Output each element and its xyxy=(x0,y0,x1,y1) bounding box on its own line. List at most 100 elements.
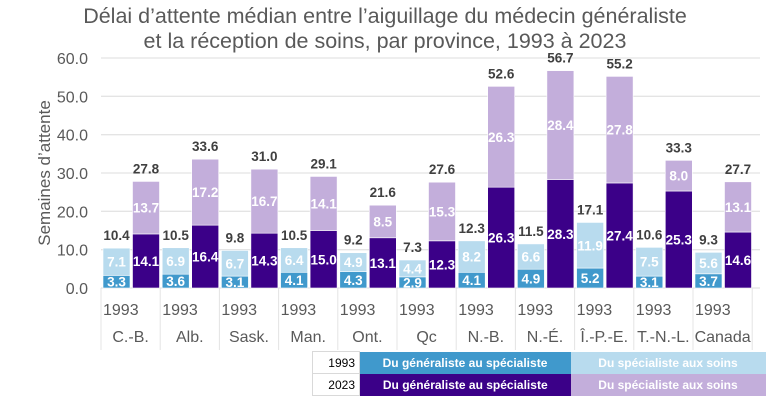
total-label: 33.3 xyxy=(666,140,693,155)
bar-2023-specialist-to-care xyxy=(309,176,338,231)
total-label: 21.6 xyxy=(370,185,397,200)
x-subcategory-label: 1993 xyxy=(458,302,494,319)
bar-2023-gp-to-specialist xyxy=(250,232,279,289)
total-label: 10.5 xyxy=(163,228,190,243)
x-subcategory-label: 1993 xyxy=(577,302,613,319)
total-label: 9.8 xyxy=(226,230,245,245)
total-label: 10.5 xyxy=(281,228,308,243)
x-category-label: Î.-P.-E. xyxy=(579,327,628,346)
bar-2023-gp-to-specialist xyxy=(605,182,634,289)
x-subcategory-label: 1993 xyxy=(162,302,198,319)
data-label: 3.1 xyxy=(640,275,659,290)
data-label: 5.6 xyxy=(699,256,718,271)
x-subcategory-label: 1993 xyxy=(221,302,257,319)
total-label: 29.1 xyxy=(310,156,337,171)
bar-2023-specialist-to-care xyxy=(191,158,219,226)
y-tick-label: 20.0 xyxy=(57,204,88,221)
data-label: 13.7 xyxy=(133,201,159,216)
chart-title-line-2: et la réception de soins, par province, … xyxy=(143,29,627,53)
x-subcategory-label: 1993 xyxy=(517,302,553,319)
bar-2023-gp-to-specialist xyxy=(191,224,219,289)
data-label: 2.9 xyxy=(403,275,422,290)
x-subcategory-label: 1993 xyxy=(636,302,672,319)
x-category-label: Sask. xyxy=(229,329,269,346)
data-label: 12.3 xyxy=(429,257,456,272)
total-label: 31.0 xyxy=(251,149,277,164)
bar-1993-specialist-to-care xyxy=(694,252,723,275)
data-label: 16.4 xyxy=(192,250,219,265)
x-subcategory-label: 1993 xyxy=(695,302,731,319)
total-label: 27.6 xyxy=(429,162,456,177)
data-label: 26.3 xyxy=(488,130,515,145)
legend-year-2023: 2023 xyxy=(312,373,360,396)
data-label: 14.1 xyxy=(133,254,160,269)
bar-1993-specialist-to-care xyxy=(221,250,249,277)
data-label: 8.2 xyxy=(462,250,481,265)
x-category-label: Man. xyxy=(290,329,326,346)
total-label: 11.5 xyxy=(518,224,544,239)
x-category-label: N.-É. xyxy=(527,327,563,346)
legend: 1993 Du généraliste au spécialiste Du sp… xyxy=(312,351,766,396)
y-tick-label: 0.0 xyxy=(66,281,88,298)
x-axis: 1993 C.-B. 1993 Alb. 1993 Sask. 1993 Man. 1993 On… xyxy=(100,288,753,350)
bar-2023-specialist-to-care xyxy=(605,76,634,184)
bars: 3.37.110.414.113.727.83.66.910.516.417.2… xyxy=(102,51,752,290)
bar-1993-specialist-to-care xyxy=(398,259,427,278)
bar-2023-gp-to-specialist xyxy=(546,179,575,289)
bar-chart: 0.0 10.0 20.0 30.0 40.0 50.0 60.0 Semaines d’a… xyxy=(35,51,760,350)
data-label: 6.7 xyxy=(226,256,245,271)
data-label: 8.5 xyxy=(373,214,392,229)
data-label: 3.6 xyxy=(166,274,185,289)
total-label: 9.3 xyxy=(699,232,718,247)
data-label: 3.1 xyxy=(226,275,245,290)
data-label: 6.9 xyxy=(166,254,185,269)
bar-1993-specialist-to-care xyxy=(457,240,486,273)
total-label: 10.6 xyxy=(636,227,663,242)
data-label: 4.3 xyxy=(344,273,363,288)
legend-year-1993: 1993 xyxy=(312,351,360,374)
bar-1993-specialist-to-care xyxy=(280,247,308,273)
data-label: 11.9 xyxy=(577,238,603,253)
data-label: 4.1 xyxy=(285,273,304,288)
bar-2023-specialist-to-care xyxy=(487,86,516,188)
data-label: 27.4 xyxy=(606,228,633,243)
legend-2023-specialist-to-care: Du spécialiste aux soins xyxy=(570,373,766,396)
bar-2023-gp-to-specialist xyxy=(724,231,752,289)
bar-1993-specialist-to-care xyxy=(517,243,545,270)
x-subcategory-label: 1993 xyxy=(340,302,376,319)
x-category-label: Canada xyxy=(695,329,751,346)
x-subcategory-label: 1993 xyxy=(399,302,435,319)
x-category-label: T.-N.-L. xyxy=(637,329,689,346)
data-label: 6.4 xyxy=(285,253,304,268)
x-category-label: Ont. xyxy=(352,329,382,346)
data-label: 6.6 xyxy=(522,250,541,265)
data-label: 16.7 xyxy=(251,194,277,209)
y-tick-label: 40.0 xyxy=(57,128,88,145)
x-category-label: C.-B. xyxy=(112,329,148,346)
bar-2023-gp-to-specialist xyxy=(428,240,456,289)
data-label: 13.1 xyxy=(370,256,397,271)
data-label: 7.1 xyxy=(107,255,126,270)
chart-title: Délai d’attente médian entre l’aiguillag… xyxy=(0,4,770,54)
bar-2023-specialist-to-care xyxy=(368,204,397,239)
data-label: 14.6 xyxy=(725,253,752,268)
data-label: 14.3 xyxy=(251,254,278,269)
x-category-label: Qc xyxy=(416,329,436,346)
data-label: 25.3 xyxy=(666,233,693,248)
total-label: 17.1 xyxy=(577,202,604,217)
total-label: 56.7 xyxy=(547,51,573,66)
bar-2023-gp-to-specialist xyxy=(368,237,397,289)
data-label: 4.9 xyxy=(522,272,541,287)
total-label: 27.7 xyxy=(725,162,751,177)
data-label: 3.3 xyxy=(107,275,126,290)
total-label: 33.6 xyxy=(192,139,219,154)
bar-2023-specialist-to-care xyxy=(250,168,279,234)
bar-2023-specialist-to-care xyxy=(664,160,693,192)
legend-1993-specialist-to-care: Du spécialiste aux soins xyxy=(570,351,766,374)
total-label: 27.8 xyxy=(133,161,160,176)
bar-2023-specialist-to-care xyxy=(428,181,456,242)
y-tick-label: 50.0 xyxy=(57,89,88,106)
data-label: 28.3 xyxy=(547,227,574,242)
bar-2023-specialist-to-care xyxy=(724,181,752,233)
data-label: 15.3 xyxy=(429,205,456,220)
